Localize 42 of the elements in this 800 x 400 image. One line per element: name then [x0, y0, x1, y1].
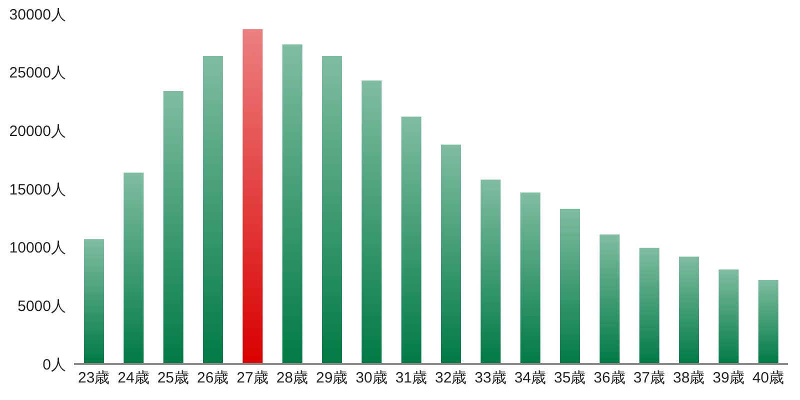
x-tick-label: 27歳	[236, 370, 268, 387]
bar	[758, 280, 778, 364]
y-tick-label: 0人	[42, 356, 66, 374]
y-tick-label: 20000人	[9, 122, 66, 140]
bar	[639, 248, 660, 364]
x-tick-label: 37歳	[633, 370, 666, 387]
bar	[718, 270, 739, 364]
x-tick-label: 35歳	[554, 370, 586, 387]
x-tick-label: 40歳	[752, 370, 784, 387]
x-tick-label: 30歳	[356, 370, 388, 387]
y-tick-label: 25000人	[9, 64, 66, 82]
bar	[163, 91, 184, 364]
bar	[362, 80, 382, 364]
x-tick-label: 34歳	[514, 370, 546, 387]
x-tick-label: 32歳	[434, 370, 467, 387]
bar	[520, 192, 540, 364]
x-tick-label: 28歳	[276, 370, 308, 387]
bar	[441, 144, 461, 364]
x-tick-label: 24歳	[118, 370, 150, 387]
bar	[679, 256, 699, 364]
bar	[480, 180, 501, 364]
bar	[282, 44, 302, 364]
x-tick-label: 26歳	[196, 370, 229, 387]
x-tick-label: 23歳	[78, 370, 110, 387]
bar	[600, 234, 620, 364]
bar	[124, 172, 144, 364]
bar	[401, 116, 422, 364]
bar	[560, 208, 580, 364]
x-tick-label: 29歳	[316, 370, 348, 387]
x-tick-label: 38歳	[672, 370, 705, 387]
x-tick-label: 39歳	[712, 370, 744, 387]
x-tick-label: 31歳	[395, 370, 428, 387]
x-tick-label: 33歳	[474, 370, 506, 387]
y-tick-label: 15000人	[9, 181, 66, 198]
bar	[203, 56, 223, 364]
bar	[322, 56, 342, 364]
y-tick-label: 10000人	[9, 240, 66, 257]
bar	[242, 29, 263, 364]
x-tick-label: 25歳	[157, 370, 190, 387]
x-tick-label: 36歳	[594, 370, 626, 387]
y-tick-label: 5000人	[18, 298, 66, 315]
bar	[84, 239, 104, 364]
